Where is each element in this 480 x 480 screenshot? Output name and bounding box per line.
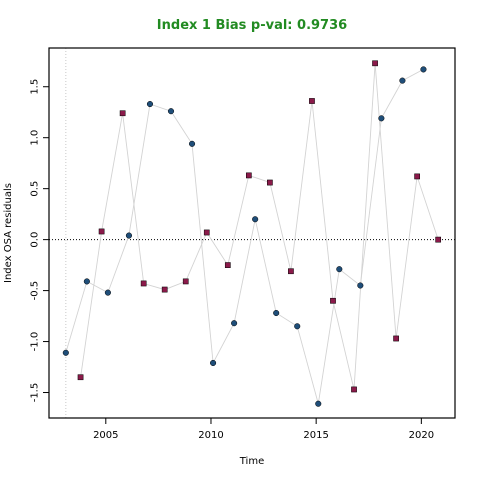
series-1-point-9 (231, 320, 238, 327)
series-2-point-3 (119, 110, 126, 117)
series-1-point-1 (62, 349, 69, 356)
series-2-point-10 (267, 179, 273, 186)
series-2-point-16 (393, 335, 399, 342)
y-tick-label-0.0: 0.0 (30, 232, 41, 248)
series-1-point-10 (252, 216, 259, 223)
series-1-point-5 (146, 101, 154, 108)
chart-title: Index 1 Bias p-val: 0.9736 (157, 18, 347, 33)
series-2-connector-line (80, 63, 439, 390)
series-2-point-8 (224, 262, 231, 268)
series-1-point-6 (167, 108, 175, 115)
series-2-point-18 (435, 236, 442, 243)
series-2-point-1 (77, 374, 84, 381)
series-1-point-18 (420, 66, 427, 73)
series-1-point-7 (188, 140, 196, 147)
series-1-point-11 (273, 309, 280, 317)
series-1-point-13 (315, 400, 322, 407)
y-tick-label-1.5: 1.5 (30, 79, 41, 95)
series-1-connector-line (65, 69, 424, 404)
x-tick-label-2020: 2020 (409, 430, 434, 441)
series-1-point-14 (336, 266, 343, 273)
series-2-point-4 (140, 280, 147, 287)
y-tick-label-1.0: 1.0 (30, 130, 41, 146)
y-tick-label--1.0: -1.0 (30, 332, 41, 352)
y-tick-label--1.5: -1.5 (30, 383, 41, 403)
y-axis-label: Index OSA residuals (3, 183, 14, 283)
series-1-point-17 (399, 77, 406, 84)
x-tick-label-2015: 2015 (303, 430, 328, 441)
series-2-point-9 (245, 172, 252, 179)
series-2-point-6 (182, 278, 189, 285)
series-2-point-13 (330, 297, 336, 304)
plot-area: 2005 2010 2015 2020 -1.5 -1.0 -0.5 0.0 0.5 1.0 1.5 (30, 47, 456, 441)
series-1-point-12 (294, 323, 301, 330)
series-1-point-8 (210, 359, 217, 367)
series-1-point-4 (125, 232, 132, 239)
series-2-point-14 (351, 386, 357, 393)
plot-frame (48, 47, 456, 419)
series-2-point-7 (203, 229, 210, 236)
series-1-point-16 (378, 115, 385, 122)
series-1-point-2 (83, 278, 90, 285)
series-2-point-15 (372, 60, 378, 67)
series-1-point-15 (357, 282, 364, 289)
x-tick-label-2010: 2010 (198, 430, 223, 441)
series-1-point-3 (104, 289, 111, 296)
y-tick-label-0.5: 0.5 (30, 181, 41, 197)
y-tick-label--0.5: -0.5 (30, 281, 41, 301)
series-2-point-17 (414, 173, 420, 180)
x-tick-label-2005: 2005 (93, 430, 118, 441)
series-2-point-12 (309, 98, 315, 104)
x-axis-label: Time (239, 456, 264, 467)
series-2-point-2 (98, 228, 105, 235)
series-2-point-5 (161, 286, 168, 293)
series-2-point-11 (288, 268, 294, 275)
